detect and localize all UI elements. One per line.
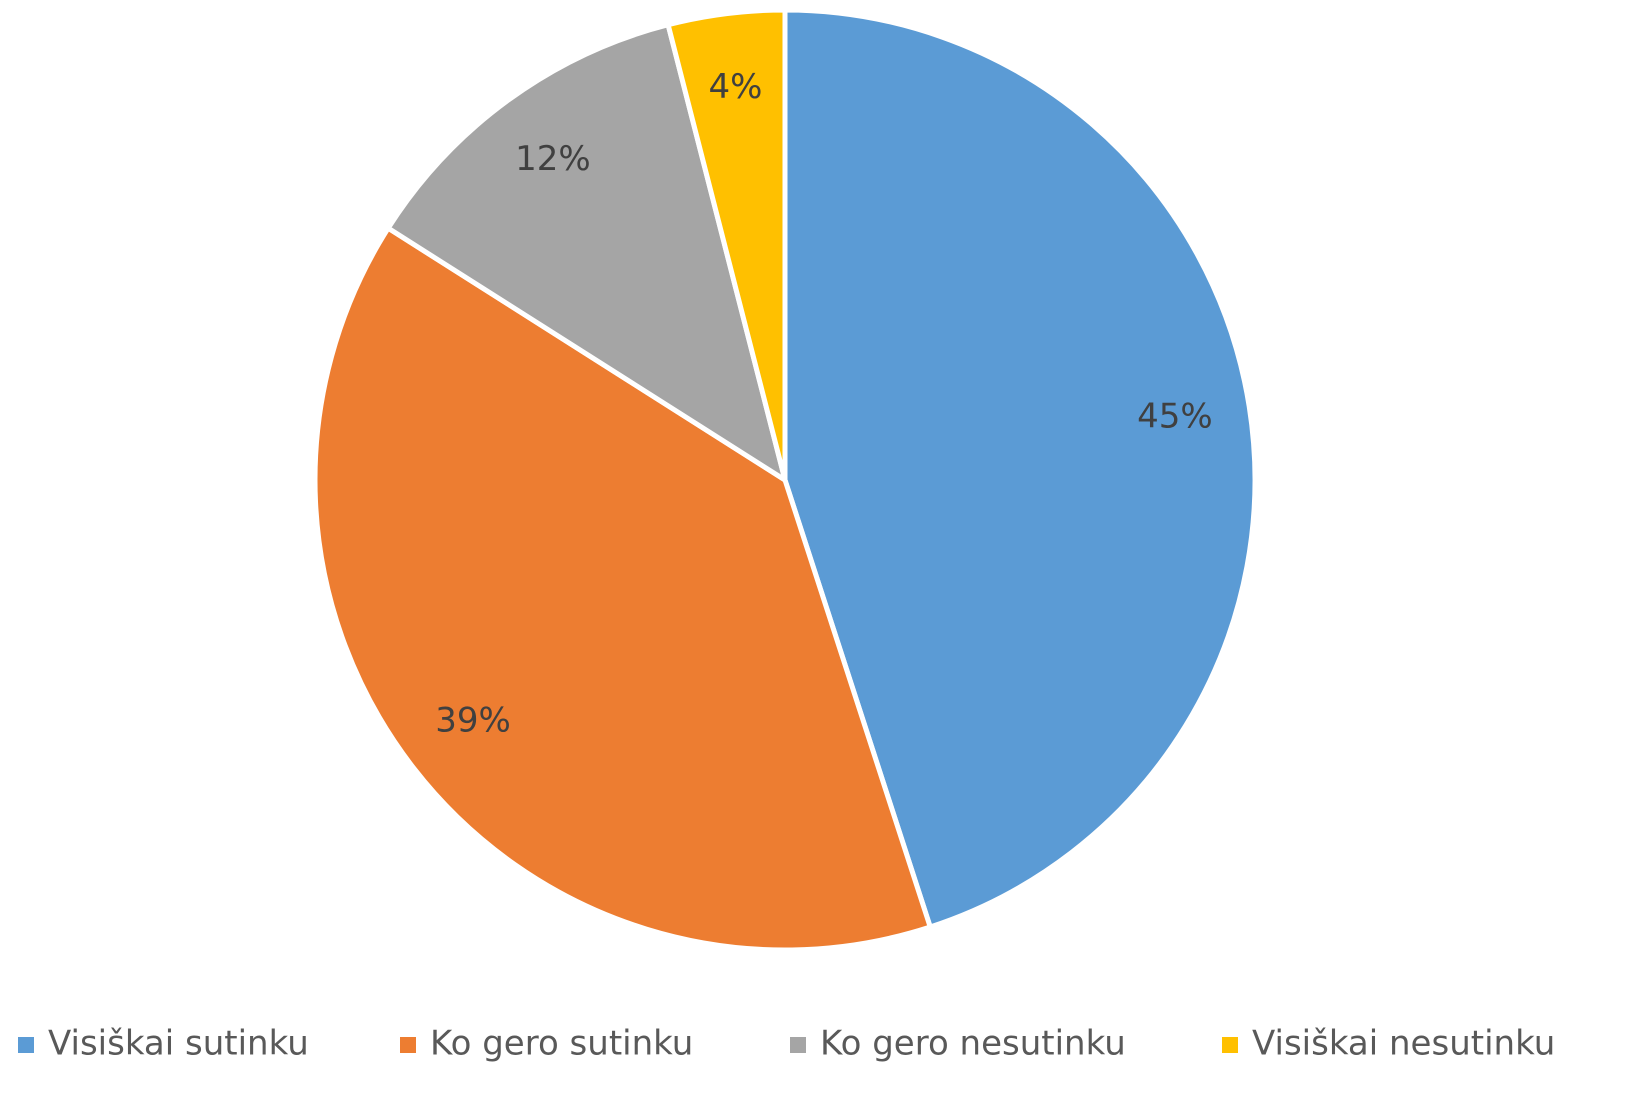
- legend-label: Ko gero nesutinku: [820, 1024, 1126, 1064]
- data-label: 4%: [709, 67, 763, 107]
- pie-slice: [782, 7, 1258, 930]
- pie-slice: [665, 7, 788, 483]
- pie-slice: [385, 22, 788, 483]
- legend-swatch: [400, 1037, 416, 1053]
- data-label: 12%: [515, 139, 591, 179]
- legend-swatch: [790, 1037, 806, 1053]
- data-label: 45%: [1137, 397, 1213, 437]
- legend-label: Visiškai sutinku: [48, 1024, 309, 1064]
- data-label: 39%: [435, 700, 511, 740]
- legend-swatch: [1222, 1037, 1238, 1053]
- legend-swatch: [18, 1037, 34, 1053]
- legend-label: Ko gero sutinku: [430, 1024, 693, 1064]
- legend-label: Visiškai nesutinku: [1252, 1024, 1555, 1064]
- pie-slice: [312, 225, 933, 953]
